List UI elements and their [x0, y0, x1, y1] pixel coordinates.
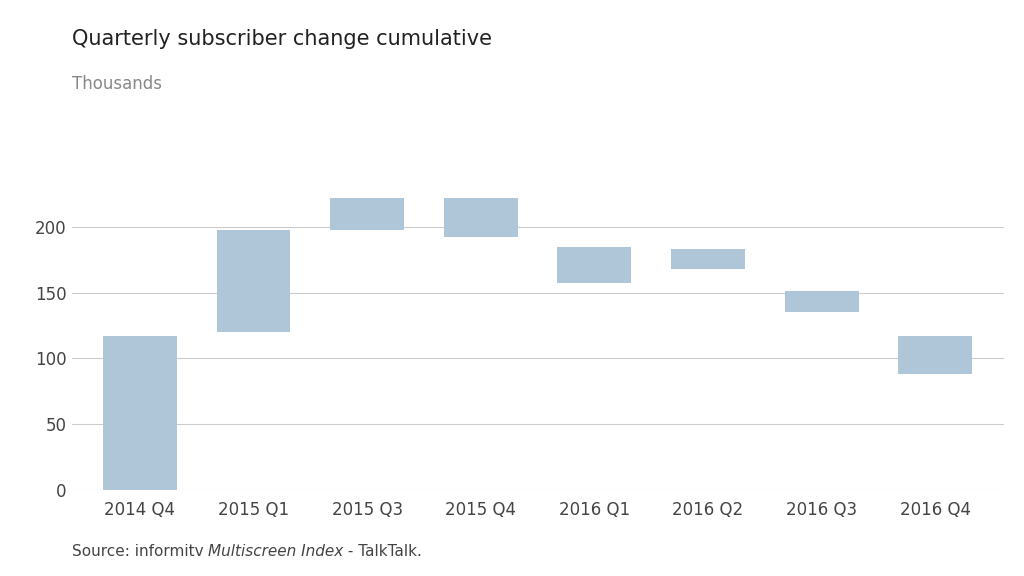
Bar — [443, 198, 518, 237]
Bar — [103, 336, 177, 490]
Bar — [898, 336, 972, 374]
Bar — [784, 291, 859, 312]
Text: Thousands: Thousands — [72, 75, 162, 93]
Text: Source: informitv: Source: informitv — [72, 544, 208, 559]
Bar — [557, 247, 632, 283]
Bar — [216, 230, 291, 332]
Text: - TalkTalk.: - TalkTalk. — [343, 544, 422, 559]
Bar — [330, 198, 404, 230]
Bar — [671, 249, 745, 269]
Text: Multiscreen Index: Multiscreen Index — [208, 544, 343, 559]
Text: Quarterly subscriber change cumulative: Quarterly subscriber change cumulative — [72, 29, 492, 49]
